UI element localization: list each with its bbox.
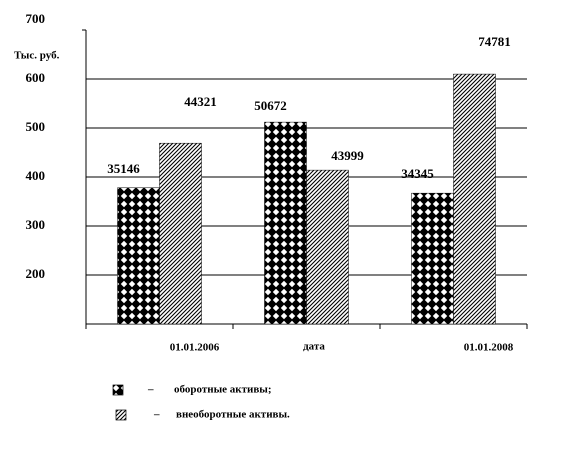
bar	[453, 73, 496, 325]
legend-dash: –	[147, 384, 154, 396]
bar	[411, 192, 454, 325]
y-tick-label: 300	[26, 217, 46, 232]
bar	[306, 169, 349, 325]
y-axis-label: Тыс. руб.	[14, 50, 60, 62]
y-tick-label: 500	[26, 119, 46, 134]
y-tick-label: 600	[26, 70, 46, 85]
y-tick-label: 700	[26, 11, 46, 26]
legend-swatch	[112, 384, 124, 396]
bar-annotation: 44321	[184, 94, 217, 109]
bar-annotation: 50672	[254, 98, 287, 113]
bar	[159, 142, 202, 325]
y-tick-label: 200	[26, 266, 46, 281]
legend-dash: –	[153, 409, 160, 421]
y-tick-label: 400	[26, 168, 46, 183]
bar-annotation: 43999	[331, 148, 364, 163]
bar	[264, 121, 307, 325]
bar-annotation: 34345	[401, 166, 434, 181]
x-tick-label: 01.01.2006	[170, 342, 220, 354]
bar	[117, 187, 160, 325]
x-axis-label: дата	[303, 341, 325, 353]
legend-swatch	[115, 409, 127, 421]
x-tick-label: 01.01.2008	[464, 342, 514, 354]
legend-label: внеоборотные активы.	[176, 409, 290, 421]
bar-annotation: 74781	[478, 34, 511, 49]
legend-label: оборотные активы;	[174, 384, 272, 396]
bar-annotation: 35146	[107, 161, 140, 176]
